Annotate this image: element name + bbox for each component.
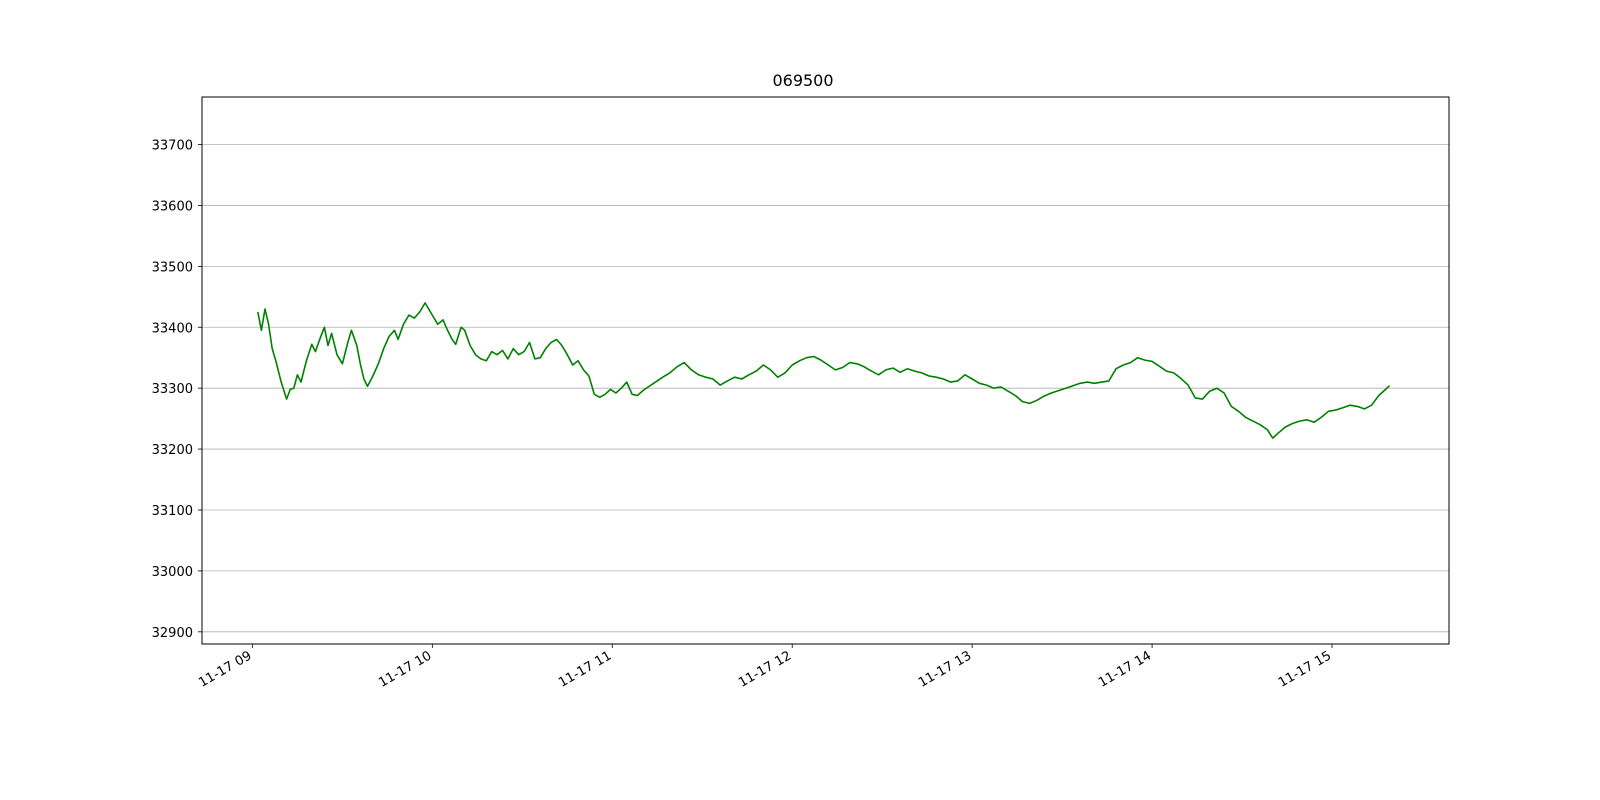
y-tick-label-33400: 33400 [152, 321, 193, 336]
y-tick-label-33200: 33200 [152, 443, 193, 458]
y-tick-label-33000: 33000 [152, 565, 193, 580]
y-tick-label-33100: 33100 [152, 504, 193, 519]
series-line-0 [257, 302, 1391, 439]
y-axis-ticks: 32900 33000 33100 33200 33300 33400 33500 33600… [152, 139, 202, 641]
series-layer [257, 302, 1391, 439]
plot-frame [201, 96, 1450, 645]
y-tick-label-33500: 33500 [152, 260, 193, 275]
y-tick-label-32900: 32900 [152, 626, 193, 641]
grid-lines [202, 144, 1449, 633]
y-tick-label-33600: 33600 [152, 199, 193, 214]
chart-title: 069500 [772, 71, 833, 90]
y-tick-label-33700: 33700 [152, 139, 193, 154]
y-tick-label-33300: 33300 [152, 382, 193, 397]
axes [201, 96, 1450, 645]
